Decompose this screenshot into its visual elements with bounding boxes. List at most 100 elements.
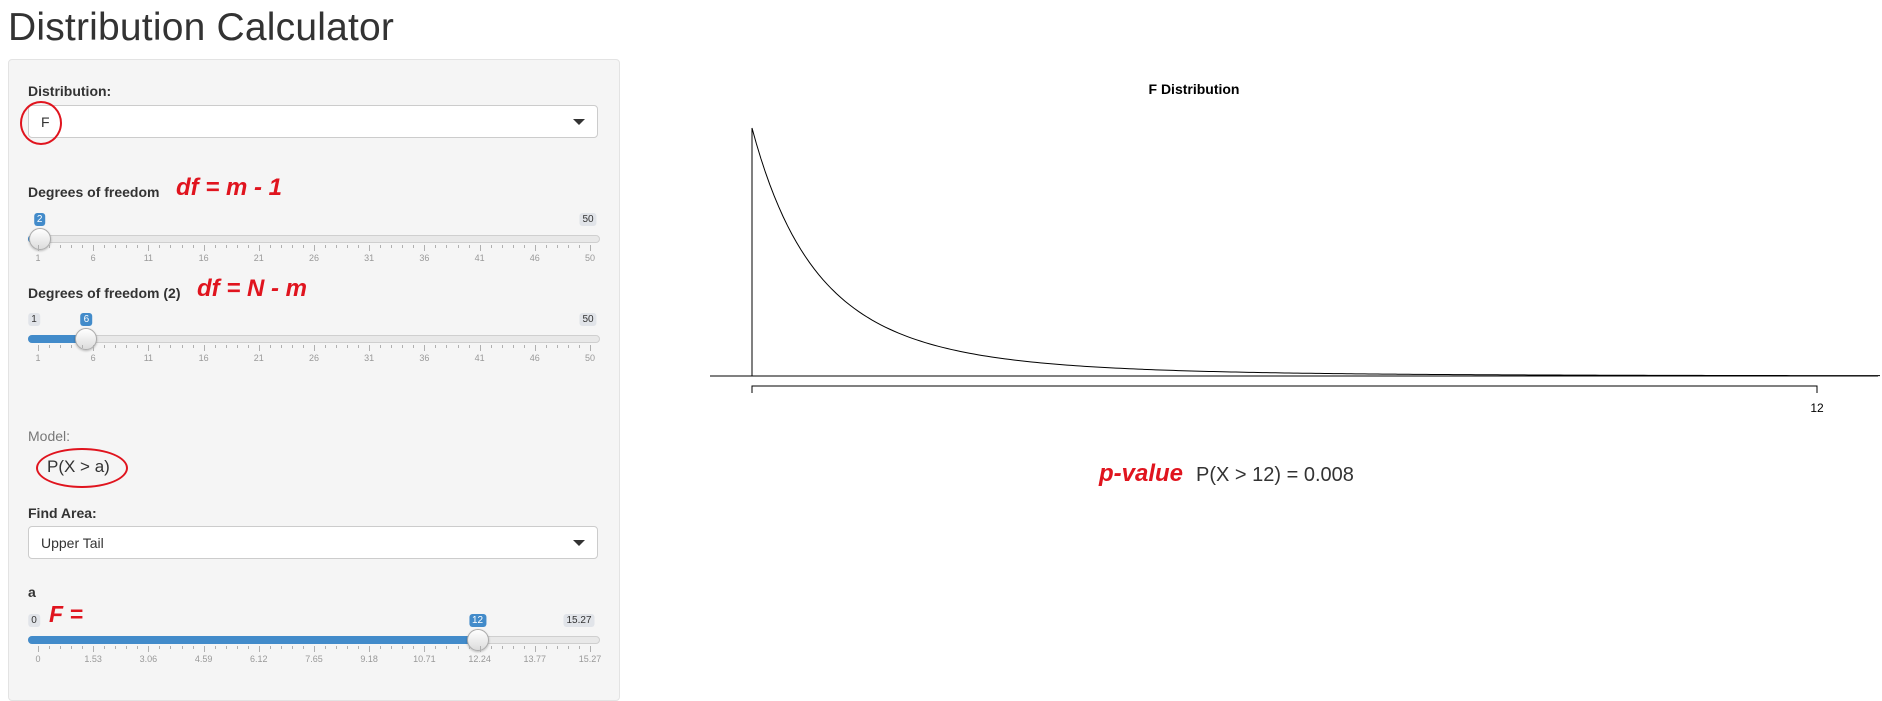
slider-handle[interactable] [28,228,51,250]
slider-tick [280,646,282,649]
slider-tick [490,345,492,348]
slider-tick [269,646,271,649]
slider-tick [358,345,360,348]
slider-tick [192,245,194,248]
slider-tick [82,345,84,348]
slider-tick-label: 15.27 [578,654,602,664]
slider-tick [291,345,293,348]
slider-tick [512,345,514,348]
slider-tick [545,345,547,348]
slider-tick [214,245,216,248]
slider-tick [225,345,227,348]
slider-max-label: 50 [579,213,597,226]
slider-tick [490,245,492,248]
slider-tick [402,646,404,649]
slider-tick [534,646,536,652]
slider-tick [126,245,128,248]
slider-tick [181,245,183,248]
slider-tick [369,245,371,251]
slider-tick [181,646,183,649]
slider-tick [247,345,249,348]
slider-tick [302,345,304,348]
chart-title: F Distribution [1148,81,1240,97]
slider-tick-label: 50 [584,253,596,263]
slider-tick-label: 0 [35,654,41,664]
df1-slider[interactable]: 50 2 1 6 11 16 21 26 31 36 41 46 50 [28,205,600,265]
slider-tick [302,646,304,649]
slider-handle[interactable] [466,629,489,651]
slider-tick-label: 13.77 [523,654,547,664]
slider-tick-label: 16 [198,353,209,363]
slider-tick-label: 36 [419,353,430,363]
slider-tick-label: 1 [35,353,41,363]
slider-tick [192,345,194,348]
slider-tick [391,245,393,248]
find-area-select[interactable]: Upper Tail [28,526,598,559]
slider-tick [115,245,117,248]
pvalue-annotation: p-value [1099,460,1184,487]
slider-tick [424,345,426,351]
slider-tick [203,646,205,652]
slider-tick-label: 26 [308,353,320,363]
slider-value-label: 2 [33,213,46,226]
slider-tick [203,345,205,351]
slider-tick [435,345,437,348]
slider-tick [413,345,415,348]
slider-tick [446,646,448,649]
slider-tick [170,646,172,649]
slider-tick [358,646,360,649]
pvalue-result: P(X > 12) = 0.008 [1196,464,1354,486]
slider-tick [170,245,172,248]
slider-tick [104,646,106,649]
slider-tick [93,245,95,251]
slider-grid: 1 6 11 16 21 26 31 36 41 46 50 [28,345,600,365]
slider-tick [159,245,161,248]
slider-tick-label: 26 [308,253,320,263]
df2-annotation: df = N - m [197,275,308,302]
slider-tick [545,646,547,649]
slider-tick [369,345,371,351]
slider-tick [236,245,238,248]
df1-annotation: df = m - 1 [176,174,283,201]
sidebar-panel: Distribution: F Degrees of freedom df = … [8,59,620,701]
slider-tick [38,345,39,351]
slider-track[interactable] [28,235,600,243]
slider-tick [391,345,393,348]
slider-fill [28,636,478,644]
slider-tick [578,245,580,248]
slider-tick [314,646,315,652]
slider-tick [280,345,282,348]
slider-tick [556,345,558,348]
slider-tick [424,245,426,251]
app-title: Distribution Calculator [8,6,395,49]
slider-tick [358,245,360,248]
slider-tick [280,245,282,248]
slider-tick [291,646,293,649]
slider-tick-label: 6 [90,253,96,263]
slider-tick [258,245,260,251]
distribution-select[interactable]: F [28,105,598,138]
slider-tick-label: 6 [90,353,96,363]
slider-tick [236,646,238,649]
slider-tick [71,646,73,649]
chevron-down-icon [573,540,585,546]
slider-tick [523,345,525,348]
a-slider[interactable]: 0 15.27 12 0 1.53 3.06 4.59 6.12 7.65 9.18 10.71 12… [28,606,602,666]
slider-tick [391,646,393,649]
slider-track[interactable] [28,335,600,343]
slider-tick-label: 3.06 [139,654,158,664]
slider-tick [38,646,39,652]
slider-tick [578,646,580,649]
slider-tick [424,646,426,652]
slider-tick [479,345,481,351]
slider-value-label: 12 [468,614,487,627]
slider-tick [203,245,205,251]
slider-tick [137,245,139,248]
slider-handle[interactable] [75,328,98,350]
slider-tick [556,245,558,248]
slider-tick [148,646,150,652]
slider-tick [347,646,349,649]
df2-slider[interactable]: 1 50 6 1 6 11 16 21 26 31 36 41 46 50 [28,305,600,365]
slider-tick-label: 31 [364,253,375,263]
slider-tick [490,646,492,649]
